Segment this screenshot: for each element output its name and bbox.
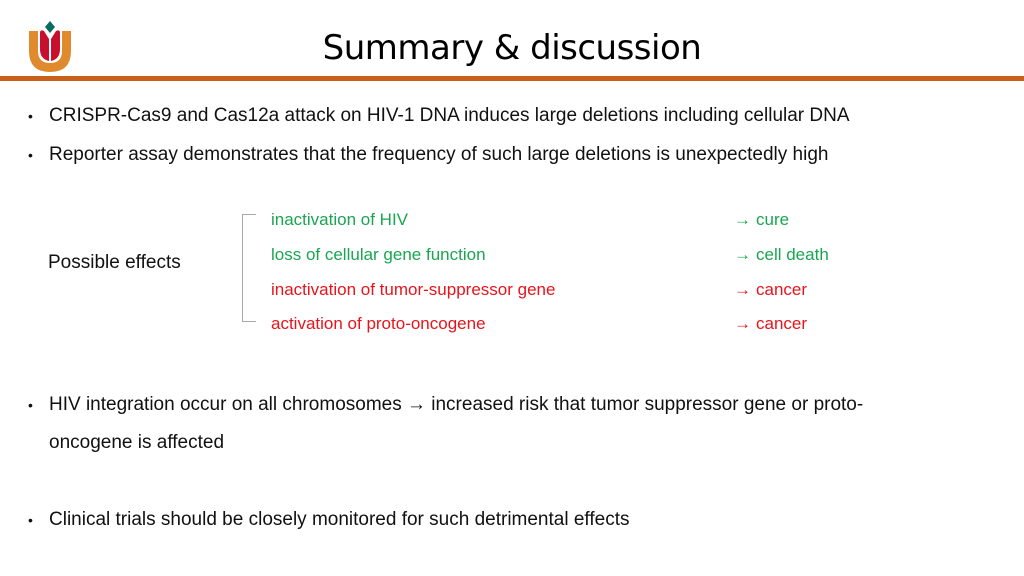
outcome-item: → cancer xyxy=(734,314,807,334)
effect-item: loss of cellular gene function xyxy=(271,245,486,264)
outcome-text: cancer xyxy=(756,280,808,299)
bullet-text: CRISPR-Cas9 and Cas12a attack on HIV-1 D… xyxy=(49,105,850,126)
outcome-text: cure xyxy=(756,210,790,229)
outcome-text: cell death xyxy=(756,245,829,264)
outcome-text: cancer xyxy=(756,314,808,333)
bullet-text: Clinical trials should be closely monito… xyxy=(49,509,630,530)
effect-item: inactivation of HIV xyxy=(271,210,409,229)
effect-item: inactivation of tumor-suppressor gene xyxy=(271,280,556,299)
bracket-divider xyxy=(242,214,256,322)
bullet-marker: • xyxy=(28,108,33,124)
arrow-right-icon: → xyxy=(734,210,751,229)
tulip-u-logo-icon xyxy=(29,21,71,72)
bullet-text: Reporter assay demonstrates that the fre… xyxy=(49,144,829,165)
bullet-text-line-2: oncogene is affected xyxy=(49,432,225,453)
institution-logo xyxy=(27,19,73,73)
bullet-marker: • xyxy=(28,397,33,413)
slide-title: Summary & discussion xyxy=(322,28,702,68)
effect-item: activation of proto-oncogene xyxy=(271,314,486,333)
outcome-item: → cell death xyxy=(734,245,829,265)
outcome-item: → cure xyxy=(734,210,789,230)
possible-effects-label: Possible effects xyxy=(48,252,181,273)
bullet-marker: • xyxy=(28,147,33,163)
outcome-item: → cancer xyxy=(734,280,807,300)
arrow-right-icon: → xyxy=(734,280,751,299)
arrow-right-icon: → xyxy=(734,314,751,333)
title-divider xyxy=(0,76,1024,81)
bullet-text-line-1: HIV integration occur on all chromosomes… xyxy=(49,394,864,415)
bullet-marker: • xyxy=(28,512,33,528)
arrow-right-icon: → xyxy=(734,245,751,264)
